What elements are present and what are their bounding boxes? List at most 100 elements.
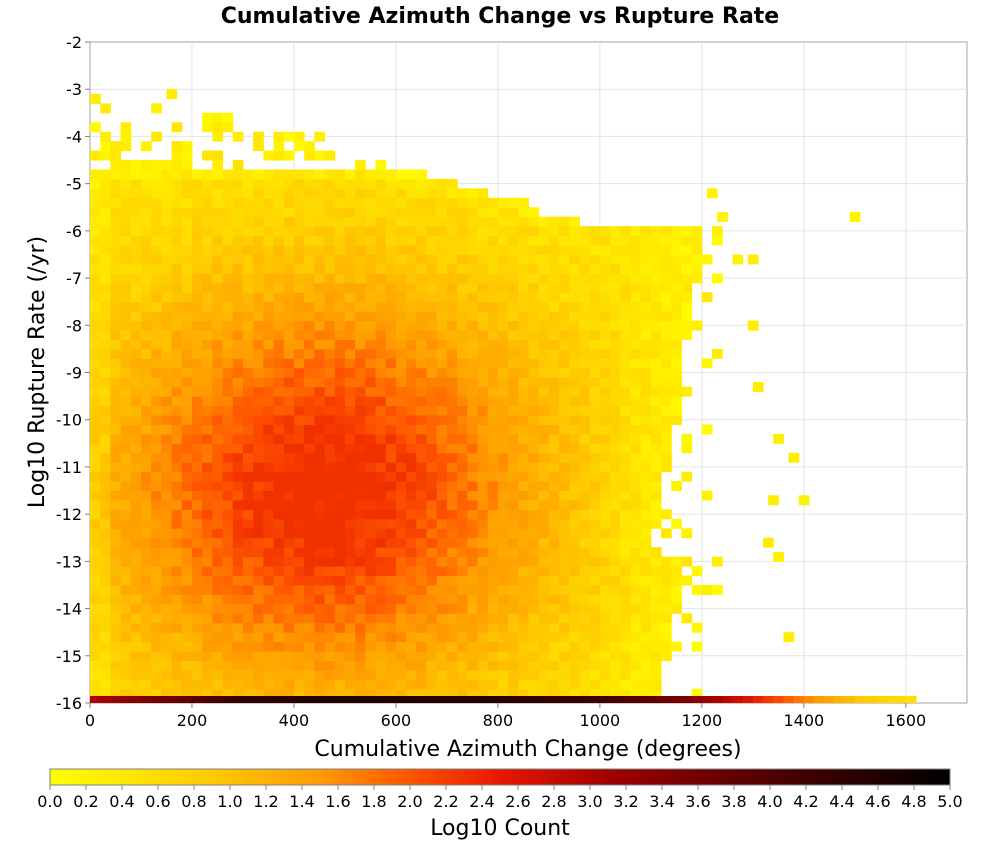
heatmap-cell <box>620 518 631 529</box>
heatmap-cell <box>406 216 417 227</box>
heatmap-cell <box>497 207 509 218</box>
heatmap-cell <box>202 443 213 454</box>
heatmap-cell <box>385 603 397 614</box>
heatmap-cell <box>630 367 642 378</box>
outlier-cell <box>773 551 784 562</box>
heatmap-cell <box>436 301 448 312</box>
heatmap-cell <box>344 292 356 303</box>
heatmap-cell <box>436 622 448 633</box>
heatmap-cell <box>620 358 631 369</box>
heatmap-cell <box>497 405 509 416</box>
heatmap-cell <box>355 651 366 662</box>
heatmap-cell <box>140 292 152 303</box>
heatmap-cell <box>90 575 101 586</box>
heatmap-cell <box>232 471 244 482</box>
heatmap-cell <box>640 263 652 274</box>
heatmap-cell <box>650 584 662 595</box>
heatmap-cell <box>599 443 611 454</box>
heatmap-cell <box>334 405 346 416</box>
heatmap-cell <box>385 424 397 435</box>
heatmap-cell <box>314 414 326 425</box>
heatmap-cell <box>477 499 489 510</box>
heatmap-cell <box>314 490 326 501</box>
heatmap-cell <box>497 518 509 529</box>
heatmap-cell <box>293 424 305 435</box>
heatmap-cell <box>548 660 560 671</box>
heatmap-cell <box>620 641 631 652</box>
heatmap-cell <box>375 679 387 690</box>
heatmap-cell <box>242 254 254 265</box>
heatmap-cell <box>314 679 326 690</box>
heatmap-cell <box>559 518 570 529</box>
heatmap-cell <box>242 235 254 246</box>
heatmap-cell <box>120 188 132 199</box>
heatmap-cell <box>569 330 580 340</box>
heatmap-cell <box>100 632 111 643</box>
heatmap-cell <box>90 188 101 199</box>
heatmap-cell <box>620 396 631 407</box>
heatmap-cell <box>140 160 152 170</box>
heatmap-cell <box>283 481 295 492</box>
heatmap-cell <box>416 462 428 473</box>
heatmap-cell <box>140 386 152 397</box>
heatmap-cell <box>385 452 397 463</box>
heatmap-cell <box>661 226 672 237</box>
heatmap-cell <box>120 547 132 558</box>
heatmap-cell <box>293 547 305 558</box>
heatmap-cell <box>304 641 315 652</box>
heatmap-cell <box>589 499 601 510</box>
heatmap-cell <box>242 537 254 548</box>
heatmap-cell <box>100 254 111 265</box>
heatmap-cell <box>650 594 662 605</box>
heatmap-cell <box>344 651 356 662</box>
heatmap-cell <box>528 499 540 510</box>
heatmap-cell <box>365 292 377 303</box>
heatmap-cell <box>212 207 224 218</box>
heatmap-cell <box>191 575 203 586</box>
heatmap-cell <box>640 433 652 444</box>
bottom-row-cell <box>355 696 366 703</box>
heatmap-cell <box>90 178 101 189</box>
heatmap-cell <box>365 377 377 388</box>
heatmap-cell <box>477 188 489 199</box>
heatmap-cell <box>548 330 560 340</box>
heatmap-cell <box>579 235 591 246</box>
bottom-row-cell <box>191 696 203 703</box>
heatmap-cell <box>263 263 275 274</box>
heatmap-cell <box>212 575 224 586</box>
heatmap-cell <box>446 320 458 331</box>
heatmap-cell <box>90 396 101 407</box>
heatmap-cell <box>406 348 417 359</box>
heatmap-cell <box>314 292 326 303</box>
heatmap-cell <box>559 509 570 520</box>
heatmap-cell <box>222 311 234 322</box>
heatmap-cell <box>181 358 193 369</box>
heatmap-cell <box>100 396 111 407</box>
heatmap-cell <box>151 622 162 633</box>
heatmap-cell <box>324 282 336 293</box>
heatmap-cell <box>232 245 244 255</box>
bottom-row-cell <box>222 696 234 703</box>
heatmap-cell <box>293 207 305 218</box>
heatmap-cell <box>212 556 224 567</box>
heatmap-cell <box>191 386 203 397</box>
heatmap-cell <box>293 584 305 595</box>
heatmap-cell <box>569 226 580 237</box>
heatmap-cell <box>253 433 264 444</box>
heatmap-cell <box>212 566 224 577</box>
heatmap-cell <box>161 641 173 652</box>
heatmap-cell <box>610 386 621 397</box>
heatmap-cell <box>467 669 479 680</box>
heatmap-cell <box>283 245 295 255</box>
heatmap-cell <box>130 528 142 539</box>
heatmap-cell <box>334 216 346 227</box>
heatmap-cell <box>171 150 183 161</box>
heatmap-cell <box>579 414 591 425</box>
heatmap-cell <box>202 207 213 218</box>
heatmap-cell <box>304 584 315 595</box>
heatmap-cell <box>610 320 621 331</box>
bottom-row-cell <box>446 696 458 703</box>
heatmap-cell <box>416 594 428 605</box>
heatmap-cell <box>253 452 264 463</box>
colorbar-tick-label: 4.2 <box>793 792 818 811</box>
